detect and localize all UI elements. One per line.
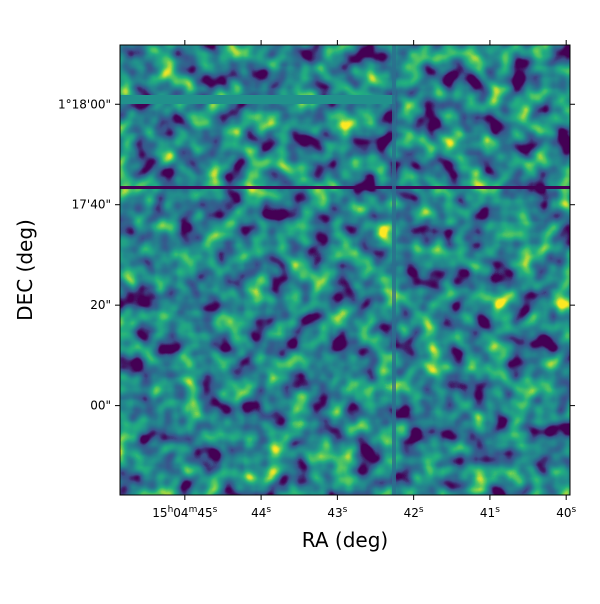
x-tick-label: 41s bbox=[480, 505, 500, 520]
x-axis-label: RA (deg) bbox=[302, 528, 388, 552]
y-axis-label: DEC (deg) bbox=[13, 219, 37, 321]
x-tick-label: 42s bbox=[404, 505, 424, 520]
x-tick-label: 15h04m45s bbox=[152, 505, 217, 520]
y-tick-label: 1°18'00" bbox=[58, 97, 111, 111]
frame bbox=[119, 44, 571, 496]
y-tick-label: 17'40" bbox=[72, 198, 111, 212]
x-tick-label: 44s bbox=[251, 505, 271, 520]
x-tick-label: 43s bbox=[327, 505, 347, 520]
y-tick-label: 00" bbox=[90, 399, 111, 413]
image bbox=[120, 45, 570, 495]
y-tick-label: 20" bbox=[90, 298, 111, 312]
x-tick-label: 40s bbox=[556, 505, 576, 520]
